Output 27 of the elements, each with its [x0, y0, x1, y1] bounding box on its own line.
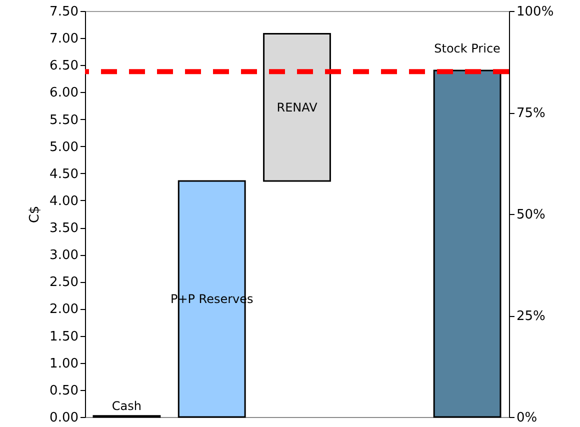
y-tick-label: 5.50 [50, 112, 78, 128]
y-tick-label: 2.50 [50, 275, 78, 290]
y2-tick-label: 50% [516, 208, 546, 222]
bar [433, 70, 502, 418]
y2-tick-label: 25% [516, 309, 546, 324]
y-tick-label: 2.00 [50, 302, 78, 318]
y-tick-label: 0.50 [50, 383, 78, 398]
y-tick-label: 5.00 [50, 140, 78, 155]
y-tick-label: 3.50 [50, 221, 78, 236]
y-tick-label: 1.50 [50, 329, 78, 344]
y-tick-label: 4.50 [50, 166, 78, 182]
y2-tick-label: 0% [516, 410, 538, 426]
y-tick-label: 7.00 [50, 32, 78, 47]
bar [263, 32, 331, 182]
y-tick-label: 4.00 [50, 194, 78, 209]
x-tick-label: Stock Price [434, 42, 500, 56]
y-tick-label: 0.00 [50, 410, 78, 426]
y-tick-label: 7.50 [50, 4, 78, 20]
y2-tick-label: 100% [516, 4, 554, 20]
y-tick-label: 1.00 [50, 356, 78, 372]
x-tick-label: Cash [112, 399, 142, 413]
y-tick-label: 6.00 [50, 86, 78, 101]
y-tick-label: 3.00 [50, 248, 78, 264]
y-axis-title: C$ [28, 206, 43, 224]
y2-tick-label: 75% [516, 106, 546, 121]
x-tick-label: RENAV [276, 100, 318, 114]
y-tick-label: 6.50 [50, 58, 78, 74]
